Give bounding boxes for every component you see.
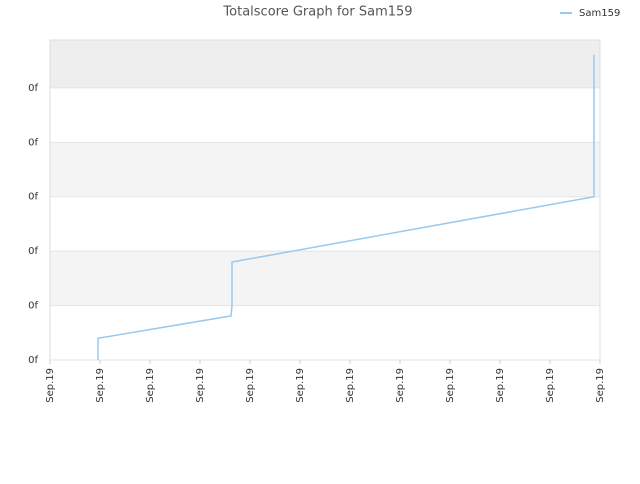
x-tick-label: Sep.19 xyxy=(595,368,606,403)
x-tick-label: Sep.19 xyxy=(345,368,356,403)
line-series xyxy=(97,54,595,360)
x-tick-label: Sep.19 xyxy=(45,368,56,403)
x-tick-label: Sep.19 xyxy=(195,368,206,403)
x-tick-label: Sep.19 xyxy=(545,368,556,403)
plot-band xyxy=(50,142,600,197)
y-tick-label: 0f xyxy=(28,192,38,203)
x-tick-label: Sep.19 xyxy=(95,368,106,403)
x-tick-label: Sep.19 xyxy=(295,368,306,403)
legend-label: Sam159 xyxy=(579,8,620,19)
x-tick-label: Sep.19 xyxy=(145,368,156,403)
x-tick-label: Sep.19 xyxy=(495,368,506,403)
x-tick-label: Sep.19 xyxy=(245,368,256,403)
y-tick-label: 0f xyxy=(28,355,38,366)
x-tick-label: Sep.19 xyxy=(445,368,456,403)
chart-title: Totalscore Graph for Sam159 xyxy=(222,5,412,20)
plot-band xyxy=(50,40,600,88)
y-tick-label: 0f xyxy=(28,83,38,94)
y-tick-label: 0f xyxy=(28,301,38,312)
y-tick-label: 0f xyxy=(28,137,38,148)
y-tick-label: 0f xyxy=(28,246,38,257)
plot-band xyxy=(50,251,600,306)
x-tick-label: Sep.19 xyxy=(395,368,406,403)
